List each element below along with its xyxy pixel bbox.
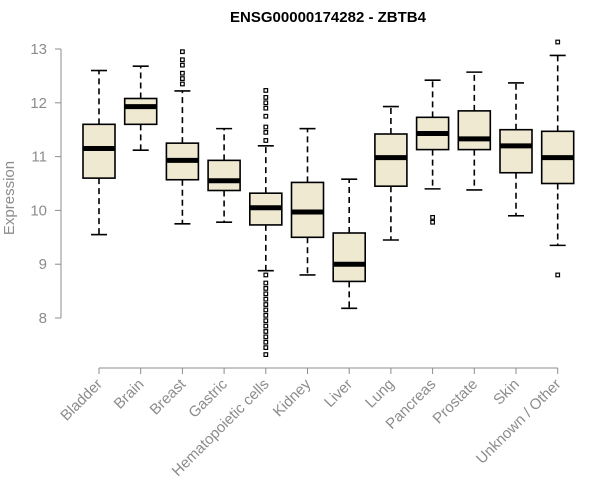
outlier-point — [263, 105, 269, 111]
box-liver — [332, 178, 367, 310]
y-tick-label: 8 — [39, 310, 47, 327]
iqr-box — [499, 128, 533, 174]
box-kidney — [290, 127, 325, 276]
y-tick-label: 11 — [31, 149, 47, 166]
outlier-point — [263, 307, 269, 313]
box-hematopoietic-cells — [249, 88, 283, 357]
axes: 8 9 10 11 12 13 — [30, 41, 559, 374]
outlier-point — [430, 219, 435, 225]
box-prostate — [457, 71, 492, 191]
chart-title: ENSG00000174282 - ZBTB4 — [230, 9, 427, 26]
outlier-point — [180, 62, 185, 68]
outlier-point — [263, 323, 269, 329]
box-pancreas — [415, 79, 450, 225]
outlier-point — [180, 57, 185, 63]
outlier-point — [263, 291, 269, 297]
y-axis-label: Expression — [1, 161, 18, 235]
outlier-point — [180, 81, 185, 87]
x-tick-label: Breast — [147, 375, 190, 418]
x-tick-label: Prostate — [430, 376, 482, 428]
outlier-point — [180, 76, 185, 81]
outlier-point — [430, 214, 435, 220]
x-tick-label: Liver — [321, 376, 356, 411]
outlier-point — [263, 334, 269, 340]
iqr-box — [82, 123, 116, 179]
x-tick-label: Lung — [362, 376, 398, 412]
iqr-box — [457, 110, 492, 151]
iqr-box — [207, 159, 241, 192]
box-brain — [123, 65, 158, 151]
outlier-point — [263, 352, 269, 357]
outlier-point — [180, 49, 185, 55]
outlier-point — [555, 39, 561, 45]
outlier-point — [263, 302, 269, 307]
y-tick-label: 13 — [30, 41, 47, 58]
outlier-point — [263, 280, 269, 286]
box-bladder — [82, 69, 116, 236]
outlier-point — [263, 296, 269, 302]
x-tick-label: Bladder — [57, 376, 106, 425]
outlier-point — [180, 70, 185, 76]
iqr-box — [123, 97, 158, 126]
outlier-point — [263, 129, 269, 135]
outlier-point — [263, 88, 269, 93]
box-gastric — [207, 127, 241, 224]
x-tick-label: Brain — [111, 376, 148, 413]
iqr-box — [332, 232, 367, 283]
outlier-point — [263, 138, 269, 143]
box-unknown-other — [540, 39, 575, 278]
outlier-point — [263, 345, 269, 350]
outlier-point — [263, 339, 269, 345]
y-tick-label: 9 — [39, 256, 47, 273]
outlier-point — [263, 124, 269, 130]
outlier-point — [263, 329, 269, 334]
x-tick-label: Skin — [490, 376, 523, 409]
outlier-point — [263, 95, 269, 100]
outlier-point — [263, 312, 269, 318]
box-lung — [374, 105, 408, 241]
box-skin — [499, 82, 533, 217]
x-tick-label: Kidney — [270, 375, 315, 420]
boxes-group — [82, 39, 575, 357]
outlier-point — [263, 318, 269, 324]
outlier-point — [555, 272, 561, 278]
outlier-point — [263, 113, 269, 119]
box-breast — [165, 49, 200, 225]
outlier-point — [263, 100, 269, 106]
y-tick-label: 12 — [30, 95, 47, 112]
outlier-point — [263, 272, 269, 278]
outlier-point — [263, 286, 269, 291]
y-tick-label: 10 — [30, 202, 47, 219]
